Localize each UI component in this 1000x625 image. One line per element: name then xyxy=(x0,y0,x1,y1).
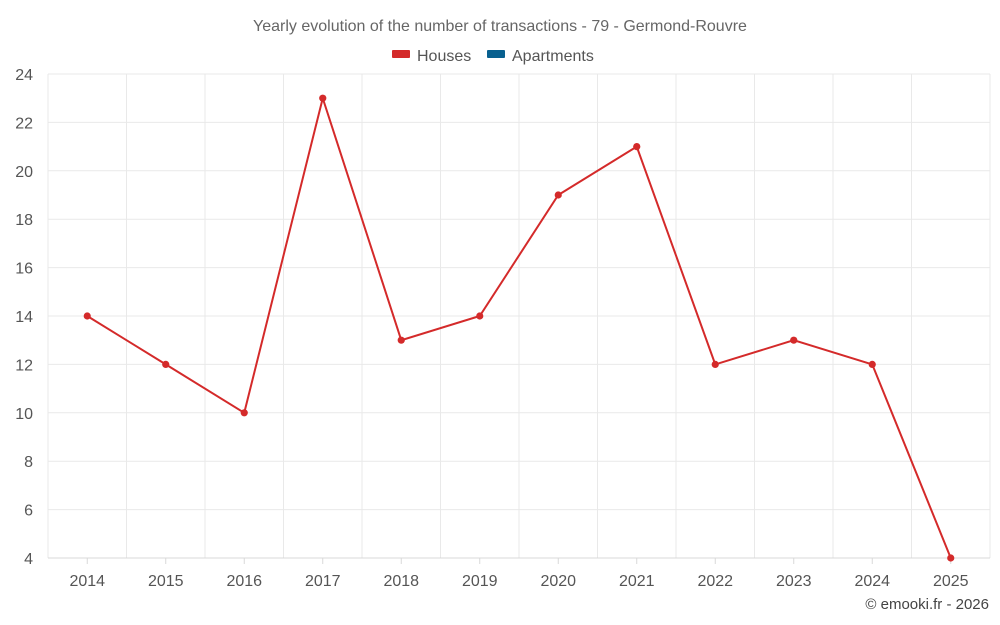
data-point[interactable] xyxy=(83,312,91,320)
y-tick-label: 24 xyxy=(15,67,33,84)
legend: Houses Apartments xyxy=(392,48,594,65)
series-houses xyxy=(83,94,955,562)
x-tick-label: 2015 xyxy=(148,573,184,590)
legend-label-apartments: Apartments xyxy=(512,48,594,65)
legend-label-houses: Houses xyxy=(417,48,471,65)
legend-swatch-houses xyxy=(392,50,410,58)
series-line-houses xyxy=(86,94,952,559)
y-tick-label: 14 xyxy=(15,309,33,326)
data-point[interactable] xyxy=(711,360,719,368)
y-tick-label: 8 xyxy=(24,454,33,471)
x-tick-label: 2020 xyxy=(540,573,576,590)
data-point[interactable] xyxy=(476,312,484,320)
data-point[interactable] xyxy=(633,143,641,151)
series-layer xyxy=(83,94,955,562)
y-tick-label: 16 xyxy=(15,261,33,278)
y-tick-label: 12 xyxy=(15,357,33,374)
y-tick-label: 4 xyxy=(24,551,33,568)
x-tick-label: 2021 xyxy=(619,573,655,590)
x-tick-label: 2016 xyxy=(226,573,262,590)
x-tick-label: 2022 xyxy=(697,573,733,590)
data-point[interactable] xyxy=(947,554,955,562)
y-tick-label: 6 xyxy=(24,503,33,520)
y-tick-label: 10 xyxy=(15,406,33,423)
data-point[interactable] xyxy=(554,191,562,199)
y-tick-label: 18 xyxy=(15,212,33,229)
data-point[interactable] xyxy=(790,336,798,344)
data-point[interactable] xyxy=(319,94,327,102)
x-tick-label: 2019 xyxy=(462,573,498,590)
legend-item-houses[interactable]: Houses xyxy=(392,48,471,65)
chart-title: Yearly evolution of the number of transa… xyxy=(253,18,747,35)
legend-swatch-apartments xyxy=(487,50,505,58)
x-tick-label: 2017 xyxy=(305,573,341,590)
y-tick-label: 22 xyxy=(15,115,33,132)
legend-item-apartments[interactable]: Apartments xyxy=(487,48,594,65)
x-tick-label: 2018 xyxy=(383,573,419,590)
x-tick-label: 2014 xyxy=(69,573,105,590)
x-tick-label: 2024 xyxy=(854,573,890,590)
data-point[interactable] xyxy=(868,360,876,368)
grid xyxy=(47,73,991,559)
data-point[interactable] xyxy=(162,360,170,368)
y-tick-label: 20 xyxy=(15,164,33,181)
data-point[interactable] xyxy=(397,336,405,344)
data-point[interactable] xyxy=(240,409,248,417)
x-tick-label: 2023 xyxy=(776,573,812,590)
credit-text: © emooki.fr - 2026 xyxy=(865,596,989,613)
x-tick-label: 2025 xyxy=(933,573,969,590)
